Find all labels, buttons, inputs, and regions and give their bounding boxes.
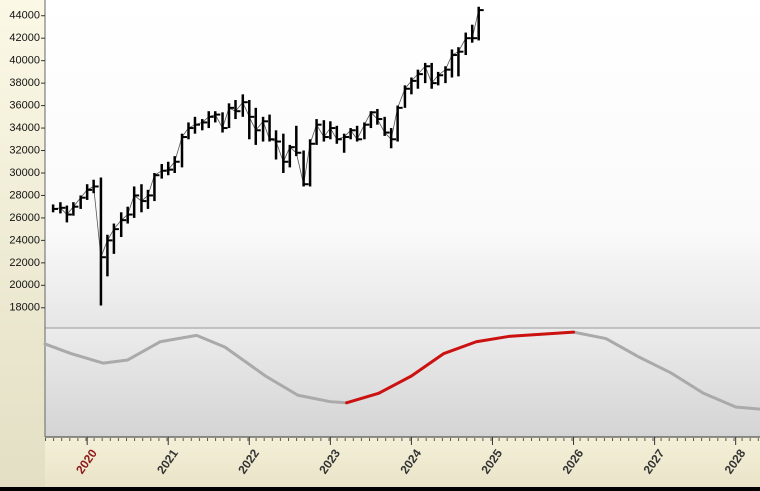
y-tick-label: 42000 — [9, 32, 40, 44]
y-tick-label: 34000 — [9, 122, 40, 134]
bottom-bar — [0, 487, 760, 491]
price-layer: 18000 20000 22000 24000 26000 28000 30000 32000… — [9, 6, 484, 314]
cycle-panel — [45, 328, 760, 437]
y-tick-label: 26000 — [9, 212, 40, 224]
y-tick-label: 32000 — [9, 144, 40, 156]
y-tick-label: 40000 — [9, 55, 40, 67]
x-axis-background — [45, 437, 760, 487]
price-panel — [45, 0, 760, 328]
y-tick-label: 20000 — [9, 279, 40, 291]
close-line — [53, 10, 480, 258]
cycle-line — [43, 330, 760, 411]
y-tick-label: 44000 — [9, 10, 40, 22]
cycle-line — [345, 330, 576, 405]
y-tick-label: 30000 — [9, 167, 40, 179]
y-tick-label: 38000 — [9, 77, 40, 89]
y-tick-label: 36000 — [9, 99, 40, 111]
y-tick-label: 24000 — [9, 234, 40, 246]
y-tick-label: 18000 — [9, 302, 40, 314]
y-tick-label: 28000 — [9, 189, 40, 201]
y-tick-label: 22000 — [9, 257, 40, 269]
minor-ticks — [45, 437, 760, 441]
